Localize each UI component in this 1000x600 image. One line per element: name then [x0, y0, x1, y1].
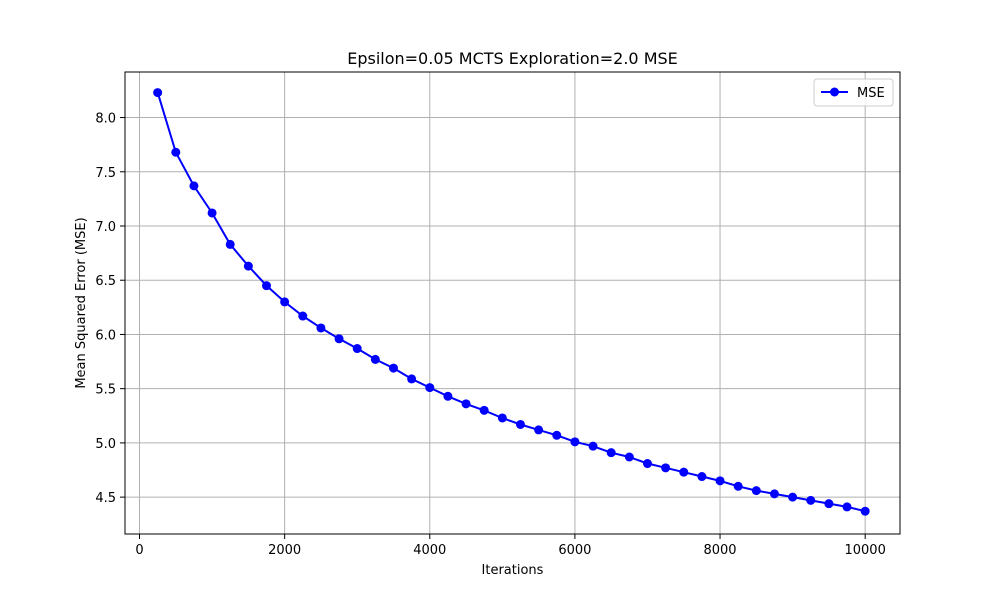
y-tick-label: 6.0	[95, 328, 116, 343]
data-point	[570, 437, 580, 447]
legend-marker-swatch	[830, 87, 839, 97]
x-tick-label: 10000	[844, 543, 885, 558]
data-point	[461, 399, 471, 409]
y-tick-label: 5.5	[95, 383, 116, 398]
y-tick-label: 6.5	[95, 274, 116, 289]
plot-frame	[124, 71, 901, 535]
data-point	[534, 425, 544, 435]
data-point	[479, 405, 489, 415]
data-point	[407, 374, 417, 384]
data-point	[769, 489, 779, 499]
series-line-mse	[156, 92, 866, 513]
legend: MSE	[813, 78, 894, 107]
series-layer	[153, 88, 870, 516]
x-tick-label: 6000	[558, 543, 591, 558]
y-tick-label: 4.5	[95, 491, 116, 506]
data-point	[552, 430, 562, 440]
data-point	[842, 502, 852, 512]
grid	[125, 72, 900, 534]
data-point	[860, 506, 870, 516]
y-tick-label: 8.0	[95, 112, 116, 127]
data-point	[588, 441, 598, 451]
x-tick-label: 0	[135, 543, 143, 558]
data-point	[806, 495, 816, 505]
data-point	[280, 297, 290, 307]
data-point	[298, 311, 308, 321]
data-point	[515, 419, 525, 429]
data-point	[697, 472, 707, 482]
data-point	[225, 239, 235, 249]
data-point	[824, 499, 834, 509]
axes: 0 2000 4000 6000 8000 10000 4.5 5.0 5.5 6.0 6.5 7.0…	[95, 112, 886, 558]
data-point	[624, 452, 634, 462]
data-point	[606, 448, 616, 458]
data-point	[316, 323, 326, 333]
data-point	[189, 181, 199, 191]
data-point	[661, 463, 671, 473]
data-point	[370, 354, 380, 364]
data-point	[443, 391, 453, 401]
x-axis-label: Iterations	[482, 563, 544, 578]
data-point	[153, 88, 163, 98]
x-tick-label: 4000	[413, 543, 446, 558]
data-point	[733, 481, 743, 491]
data-point	[171, 147, 181, 157]
x-tick-label: 2000	[268, 543, 301, 558]
data-point	[352, 344, 362, 354]
data-point	[642, 459, 652, 469]
data-point	[334, 334, 344, 344]
data-point	[751, 486, 761, 496]
chart-title: Epsilon=0.05 MCTS Exploration=2.0 MSE	[347, 49, 678, 68]
y-tick-label: 5.0	[95, 437, 116, 452]
x-tick-label: 8000	[703, 543, 736, 558]
y-tick-label: 7.0	[95, 220, 116, 235]
legend-entry-label: MSE	[857, 86, 885, 101]
data-point	[715, 476, 725, 486]
data-point	[425, 383, 435, 393]
data-point	[207, 208, 217, 218]
data-point	[788, 492, 798, 502]
legend-box	[813, 78, 894, 107]
y-axis-label: Mean Squared Error (MSE)	[74, 217, 89, 388]
data-point	[388, 363, 398, 373]
data-point	[243, 261, 253, 271]
data-point	[262, 281, 272, 291]
data-point	[497, 413, 507, 423]
y-tick-label: 7.5	[95, 166, 116, 181]
data-point	[679, 467, 689, 477]
